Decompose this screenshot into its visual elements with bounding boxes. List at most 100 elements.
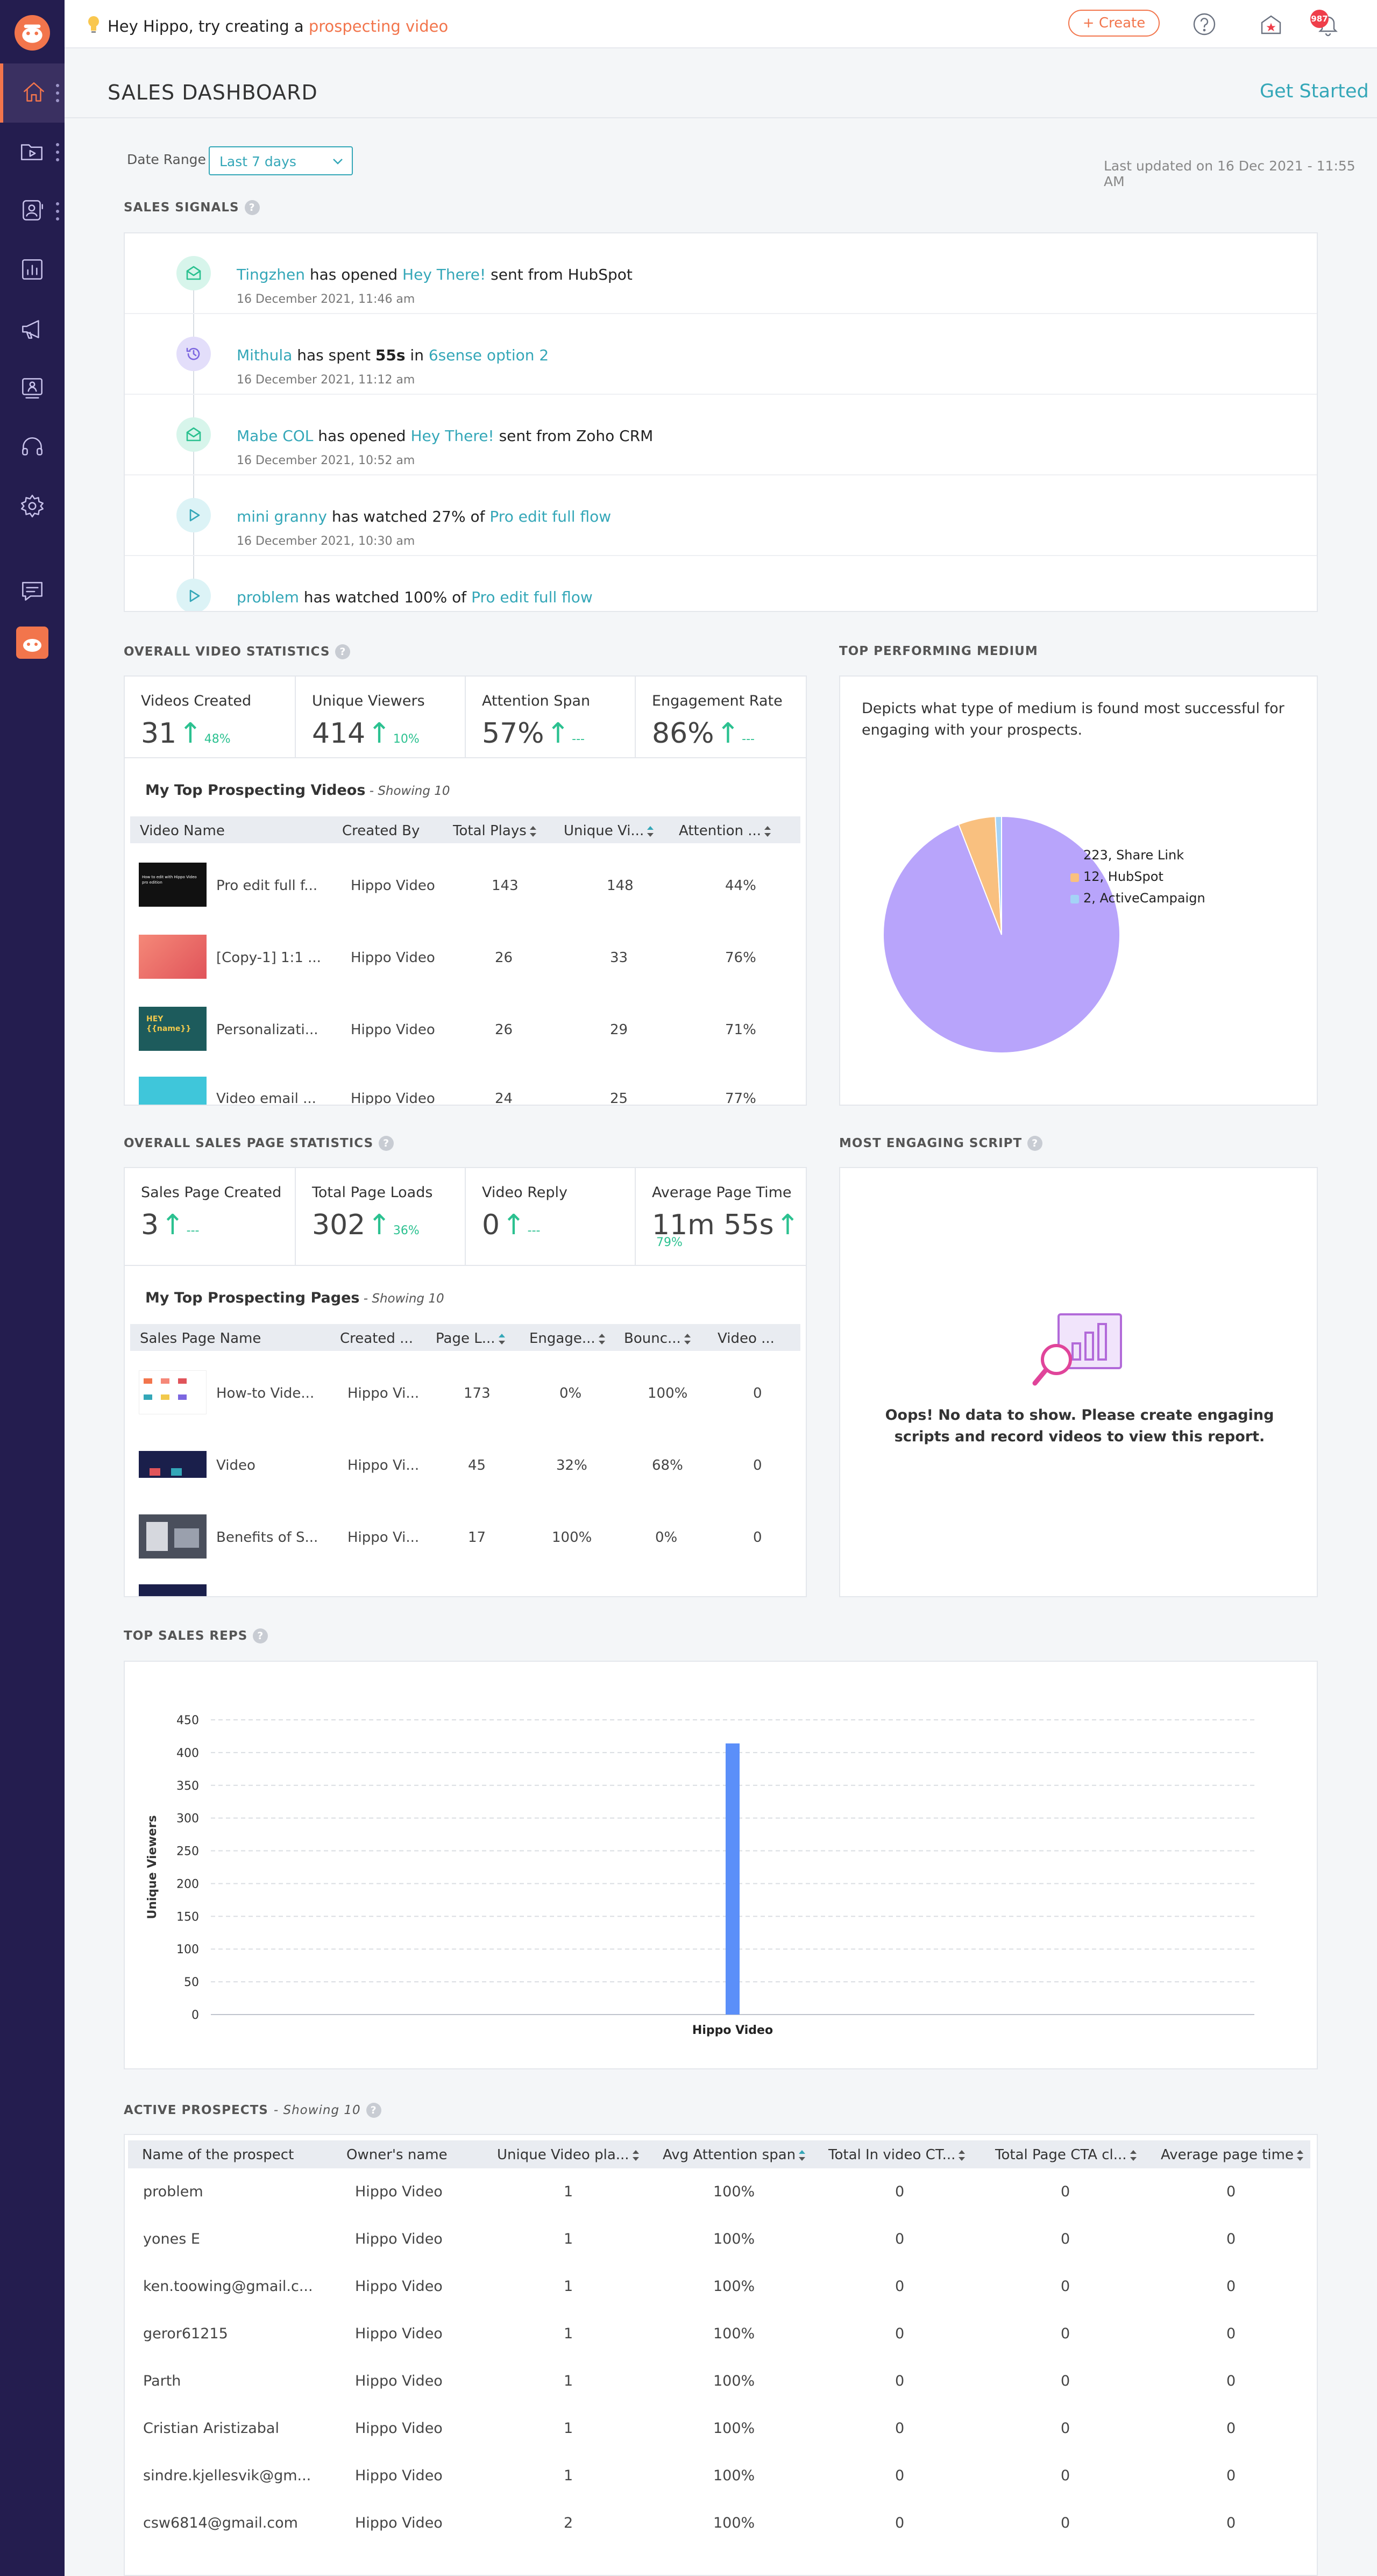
help-icon[interactable]: ? [335,644,351,659]
signal-target[interactable]: Pro edit full flow [489,508,612,525]
table-row[interactable]: sindre.kjellesvik@gm... Hippo Video 1 100% 0… [125,2452,1314,2500]
video-name[interactable]: [Copy-1] 1:1 ... [216,950,321,966]
get-started-link[interactable]: Get Started [1260,81,1369,102]
column-header-sortable[interactable]: Total In video CT... [828,2147,966,2163]
table-row[interactable]: problem Hippo Video 1 100% 0 0 0 [125,2168,1314,2216]
prospect-name[interactable]: Parth [143,2373,181,2389]
prospect-name[interactable]: sindre.kjellesvik@gm... [143,2467,311,2484]
column-header-sortable[interactable]: Average page time [1161,2147,1303,2163]
signal-target[interactable]: Pro edit full flow [471,588,593,606]
prospect-name[interactable]: Cristian Aristizabal [143,2420,279,2437]
bar[interactable] [726,1743,740,2015]
stat-unique-viewers: Unique Viewers 414 ↑ 10% [296,677,466,757]
signal-who[interactable]: Mithula [237,346,293,364]
column-header-sortable[interactable]: Bounc... [624,1330,691,1347]
announcement-icon[interactable] [1258,11,1284,38]
signal-who[interactable]: Tingzhen [237,266,305,283]
more-options-icon[interactable] [56,84,59,102]
help-icon[interactable]: ? [253,1628,268,1643]
sidebar-item-videos[interactable] [0,123,65,182]
signal-target[interactable]: Hey There! [402,266,486,283]
column-header-sortable[interactable]: Engage... [529,1330,605,1347]
signal-who[interactable]: problem [237,588,299,606]
table-row[interactable]: csw6814@gmail.com Hippo Video 2 100% 0 0 0 [125,2500,1314,2547]
table-row[interactable]: HEY {{name}} Personalizati... Hippo Vide… [130,994,800,1066]
prospect-name[interactable]: csw6814@gmail.com [143,2515,298,2531]
table-row[interactable]: How-to Vide... Hippo Vi... 173 0% 100% 0 [130,1357,800,1429]
signal-who[interactable]: mini granny [237,508,327,525]
page-thumbnail[interactable] [139,1584,207,1596]
hint-link[interactable]: prospecting video [308,17,449,35]
legend-label: 12, HubSpot [1083,869,1163,884]
column-header-sortable[interactable]: Unique Vi... [564,823,654,839]
gear-icon [18,492,46,522]
column-header-sortable[interactable]: Avg Attention span [663,2147,806,2163]
help-icon[interactable]: ? [379,1136,394,1151]
signal-who[interactable]: Mabe COL [237,427,314,445]
video-name[interactable]: Pro edit full f... [216,878,318,894]
sidebar-item-campaigns[interactable] [0,300,65,359]
table-row[interactable]: Video Hippo Vi... 45 32% 68% 0 [130,1429,800,1502]
page-thumbnail[interactable] [139,1514,207,1559]
section-title-prospects: ACTIVE PROSPECTS - Showing 10? [124,2103,381,2118]
help-icon[interactable] [1191,11,1218,38]
signal-target[interactable]: 6sense option 2 [428,346,549,364]
stat-label: Sales Page Created [141,1184,282,1201]
prospect-name[interactable]: ken.toowing@gmail.c... [143,2278,313,2295]
page-thumbnail[interactable] [139,1370,207,1414]
column-header-sortable[interactable]: Total Plays [453,823,536,839]
page-name[interactable]: Benefits of S... [216,1529,318,1546]
video-name[interactable]: Personalizati... [216,1022,318,1038]
more-options-icon[interactable] [56,202,59,220]
page-name[interactable]: How-to Vide... [216,1385,315,1401]
help-icon[interactable]: ? [244,200,260,215]
prospect-name[interactable]: yones E [143,2231,200,2247]
page-name[interactable]: Video [216,1457,255,1474]
pie-slice-activecampaign[interactable] [995,815,1002,935]
avatar[interactable] [0,613,65,672]
sidebar-item-support[interactable] [0,418,65,478]
prospect-name[interactable]: problem [143,2183,203,2200]
help-icon[interactable]: ? [366,2103,381,2118]
video-thumbnail[interactable]: HEY {{name}} [139,1007,207,1051]
column-header-sortable[interactable]: Total Page CTA cl... [995,2147,1137,2163]
column-header: Video Name [140,823,225,839]
column-label: Avg Attention span [663,2147,796,2163]
signal-target[interactable]: Hey There! [410,427,494,445]
video-thumbnail[interactable]: How to edit with Hippo Video pro edition [139,863,207,907]
sidebar-item-home[interactable] [0,63,65,123]
owner-name: Hippo Video [355,2467,443,2484]
logo[interactable] [0,3,65,62]
table-row[interactable]: [Copy-1] 1:1 ... Hippo Video 26 33 76% [130,922,800,994]
bounce-rate: 0% [655,1529,678,1546]
video-thumbnail[interactable] [139,935,207,979]
video-name[interactable]: Video email ... [216,1091,316,1106]
more-options-icon[interactable] [56,143,59,161]
prospect-name[interactable]: geror61215 [143,2325,228,2342]
sidebar-item-reports[interactable] [0,241,65,300]
sidebar-item-contacts[interactable] [0,182,65,241]
table-row[interactable]: Benefits of S... Hippo Vi... 17 100% 0% … [130,1502,800,1574]
column-header-sortable[interactable]: Unique Video pla... [497,2147,639,2163]
table-row[interactable]: yones E Hippo Video 1 100% 0 0 0 [125,2216,1314,2263]
table-row[interactable]: Video email ... Hippo Video 24 25 77% [130,1066,800,1106]
create-button[interactable]: + Create [1068,10,1160,37]
table-row[interactable] [130,1574,800,1596]
date-range-select[interactable]: Last 7 days [209,146,353,175]
table-row[interactable]: Cristian Aristizabal Hippo Video 1 100% 0 0 0 [125,2405,1314,2452]
sidebar-item-feedback[interactable] [0,563,65,622]
page-thumbnail[interactable] [139,1442,207,1486]
help-icon[interactable]: ? [1027,1136,1043,1151]
table-row[interactable]: geror61215 Hippo Video 1 100% 0 0 0 [125,2310,1314,2358]
sidebar-item-pages[interactable] [0,359,65,418]
page-cta-clicks: 0 [1061,2373,1070,2389]
table-row[interactable]: How to edit with Hippo Video pro edition… [130,850,800,922]
sidebar-item-settings[interactable] [0,478,65,537]
table-row[interactable]: ken.toowing@gmail.c... Hippo Video 1 100% 0 0… [125,2263,1314,2310]
video-thumbnail[interactable] [139,1077,207,1105]
created-by: Hippo Vi... [347,1529,420,1546]
column-header-sortable[interactable]: Attention ... [679,823,771,839]
average-page-time: 0 [1226,2278,1236,2295]
table-row[interactable]: Parth Hippo Video 1 100% 0 0 0 [125,2358,1314,2405]
column-header-sortable[interactable]: Page L... [436,1330,505,1347]
